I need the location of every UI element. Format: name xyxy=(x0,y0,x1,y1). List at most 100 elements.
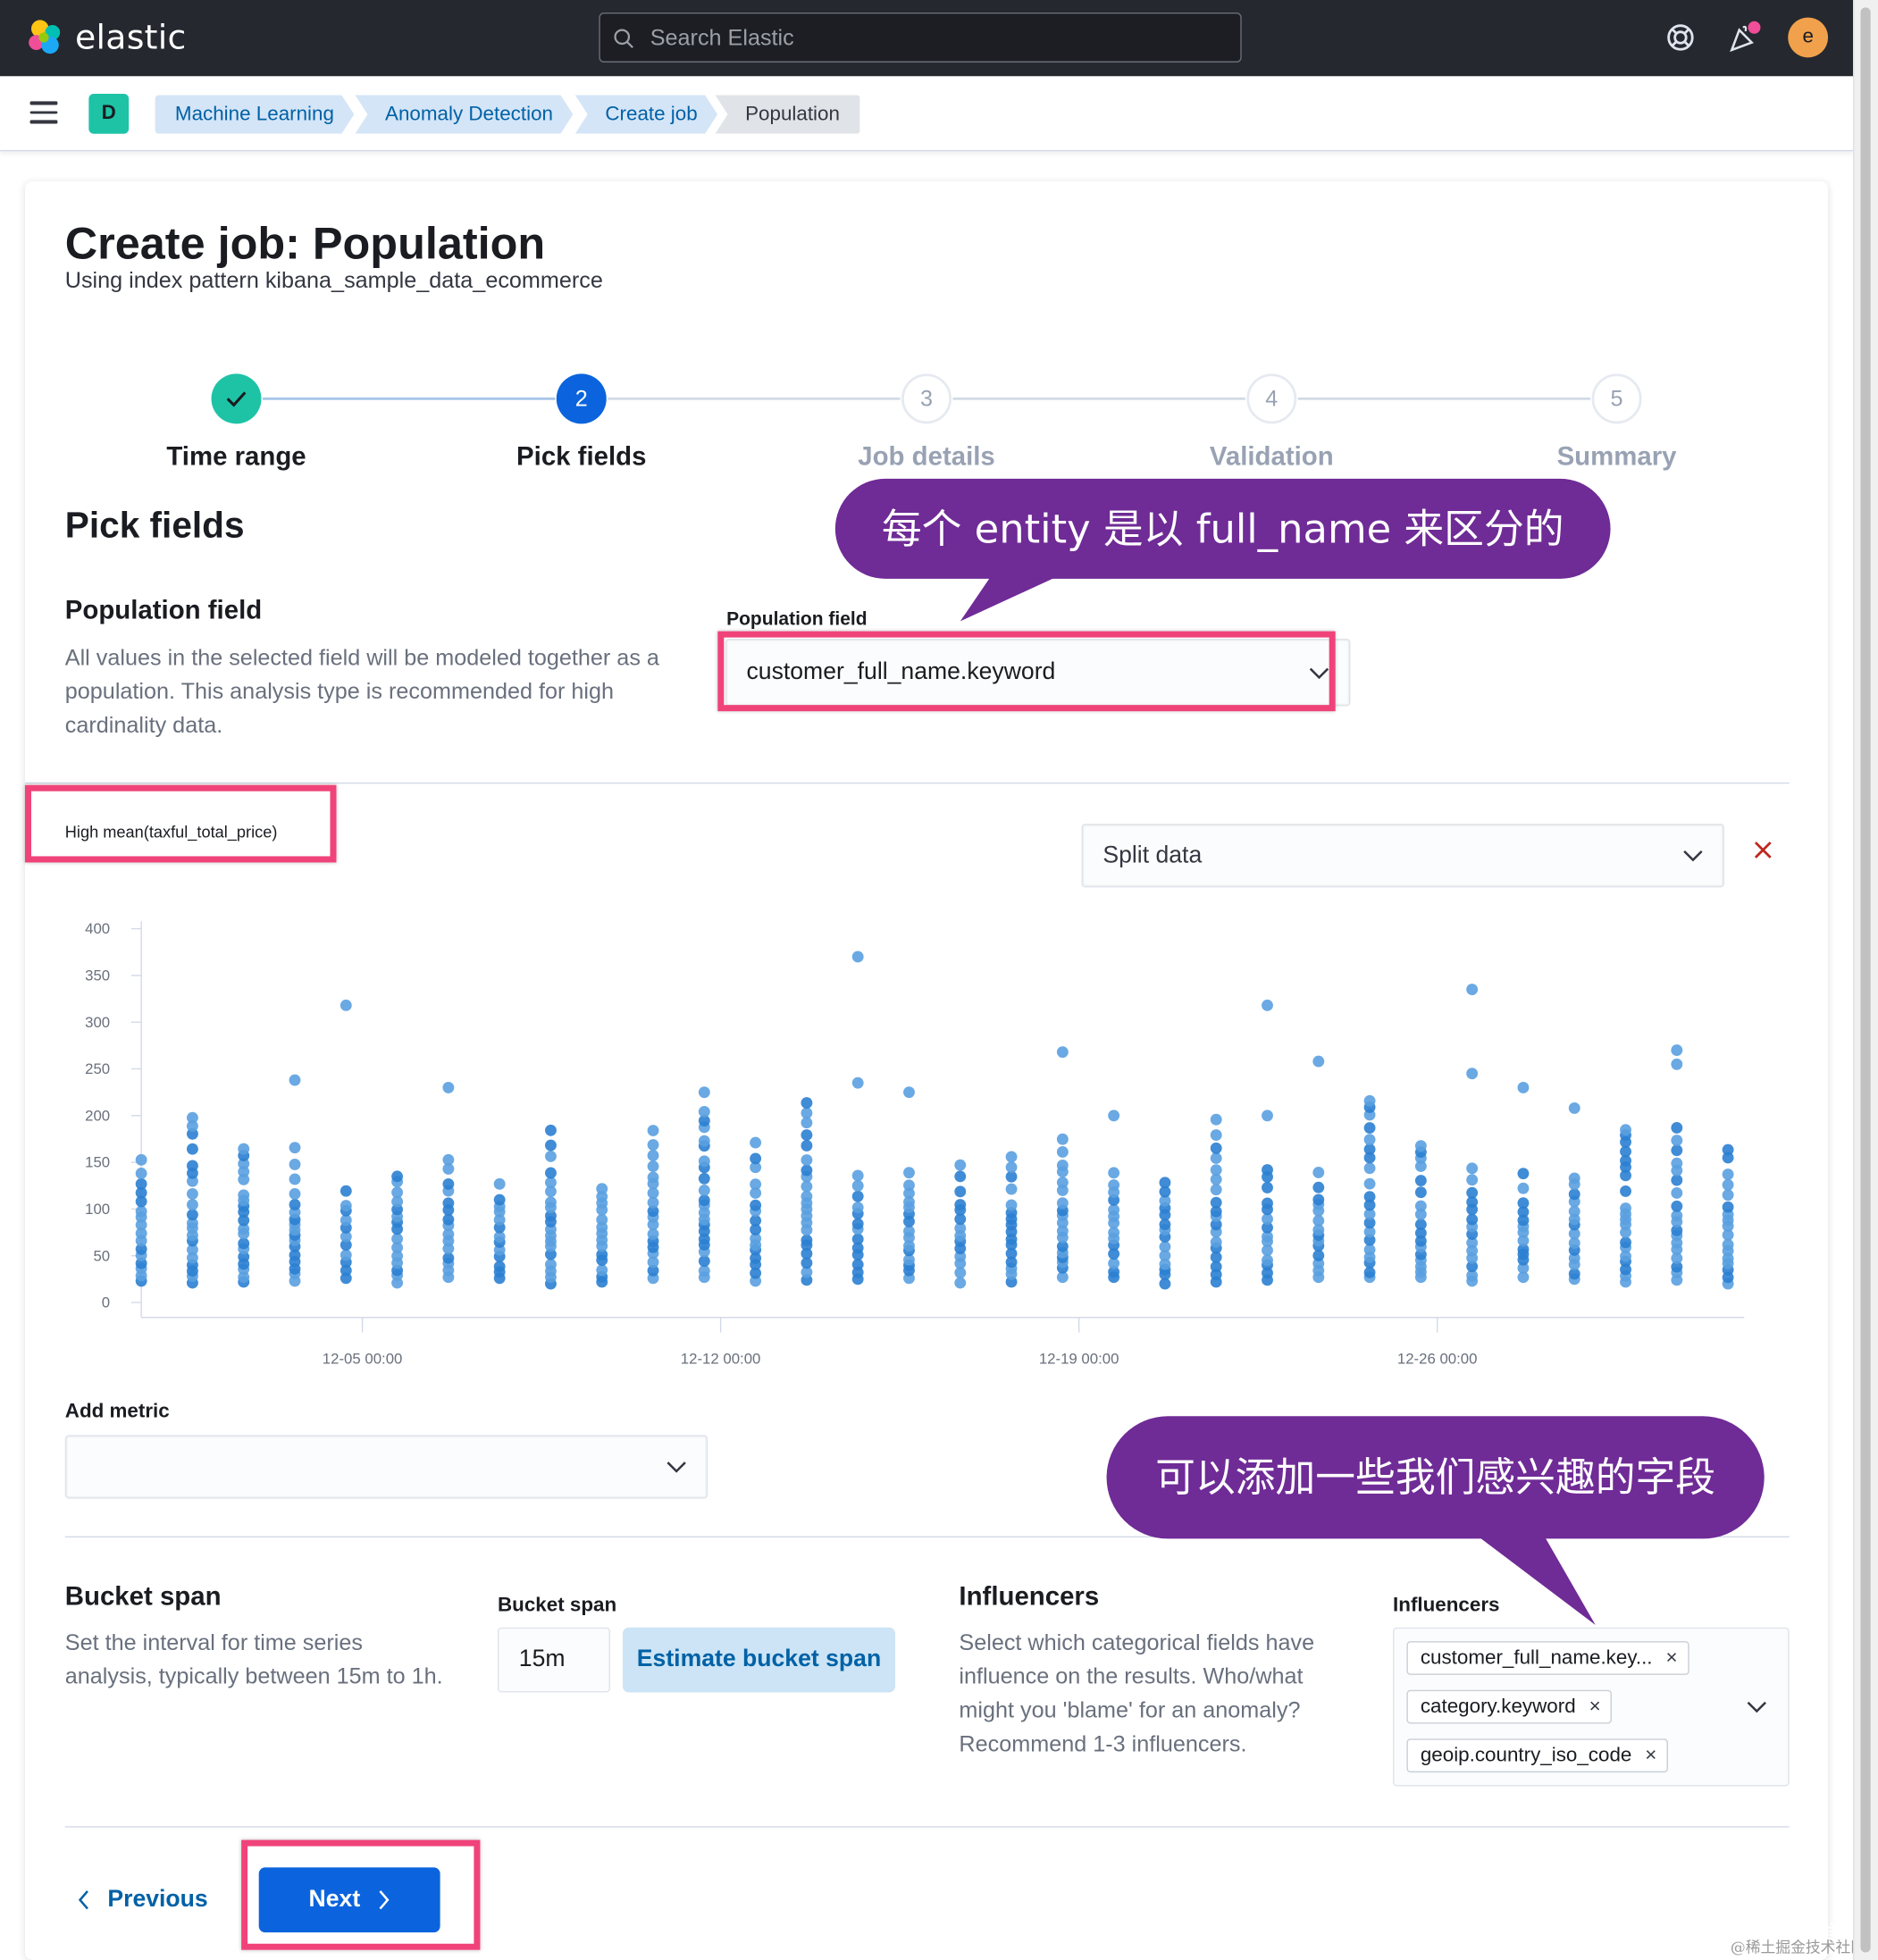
data-point xyxy=(340,1249,352,1261)
step-connector xyxy=(262,397,556,400)
data-points xyxy=(135,951,1734,1290)
data-point xyxy=(135,1186,147,1199)
data-point xyxy=(238,1214,250,1227)
data-point xyxy=(1005,1161,1018,1174)
data-point xyxy=(186,1175,198,1187)
data-point xyxy=(750,1152,762,1165)
breadcrumb-anomaly-detection[interactable]: Anomaly Detection xyxy=(355,95,573,133)
help-icon[interactable] xyxy=(1663,20,1698,54)
data-point xyxy=(1568,1213,1580,1226)
data-point xyxy=(1517,1168,1530,1180)
elastic-logo[interactable]: elastic xyxy=(25,18,187,58)
data-point xyxy=(1312,1167,1325,1178)
data-point xyxy=(186,1199,198,1210)
estimate-bucket-span-button[interactable]: Estimate bucket span xyxy=(622,1627,896,1693)
breadcrumb-create-job[interactable]: Create job xyxy=(575,95,717,133)
data-point xyxy=(1414,1235,1427,1247)
data-point xyxy=(391,1170,404,1183)
previous-button[interactable]: Previous xyxy=(78,1881,208,1919)
data-point xyxy=(1312,1194,1325,1206)
step-label-summary: Summary xyxy=(1556,442,1677,472)
data-point xyxy=(1363,1208,1376,1220)
remove-chip-icon[interactable]: × xyxy=(1665,1647,1678,1669)
data-point xyxy=(801,1257,813,1269)
breadcrumb-machine-learning[interactable]: Machine Learning xyxy=(155,95,355,133)
data-point xyxy=(1466,1196,1479,1208)
remove-chip-icon[interactable]: × xyxy=(1589,1696,1601,1718)
data-point xyxy=(698,1135,710,1147)
scrollbar-thumb[interactable] xyxy=(1860,7,1871,1953)
data-point xyxy=(750,1232,762,1244)
chevron-down-icon xyxy=(667,1462,686,1473)
top-header: elastic e xyxy=(0,0,1854,77)
data-point xyxy=(1722,1201,1734,1213)
data-point xyxy=(1210,1235,1222,1248)
space-selector[interactable]: D xyxy=(88,93,130,134)
y-tick-label: 50 xyxy=(93,1247,110,1264)
user-avatar[interactable]: e xyxy=(1788,17,1829,58)
data-point xyxy=(1005,1276,1018,1288)
data-point xyxy=(750,1136,762,1149)
remove-detector-icon[interactable] xyxy=(1752,839,1774,861)
bucket-span-input[interactable] xyxy=(499,1629,609,1692)
data-point xyxy=(698,1115,710,1127)
section-divider xyxy=(64,1826,1790,1828)
data-point xyxy=(1620,1202,1631,1214)
data-point xyxy=(1363,1143,1376,1155)
data-point xyxy=(801,1129,813,1141)
data-point xyxy=(135,1227,147,1240)
chevron-down-icon[interactable] xyxy=(1747,1701,1766,1713)
influencers-description: Select which categorical fields have inf… xyxy=(959,1629,1315,1756)
data-point xyxy=(903,1195,915,1208)
influencer-chip-label: geoip.country_iso_code xyxy=(1420,1745,1632,1767)
data-point xyxy=(1108,1167,1120,1179)
data-point xyxy=(801,1234,813,1246)
remove-chip-icon[interactable]: × xyxy=(1645,1745,1657,1767)
data-point xyxy=(1671,1210,1683,1222)
search-icon xyxy=(614,29,633,48)
data-point-outlier xyxy=(851,1076,864,1089)
menu-icon[interactable] xyxy=(29,101,58,126)
data-point xyxy=(1159,1185,1171,1198)
step-1-check-icon[interactable] xyxy=(211,373,262,424)
data-point xyxy=(903,1240,915,1252)
influencer-chip-label: category.keyword xyxy=(1420,1696,1576,1718)
influencers-combobox[interactable]: customer_full_name.key... × category.key… xyxy=(1393,1627,1790,1787)
news-feed-icon[interactable] xyxy=(1727,20,1762,54)
section-title-pick-fields: Pick fields xyxy=(64,506,245,547)
data-point xyxy=(1466,1162,1479,1175)
split-data-select[interactable]: Split data xyxy=(1081,824,1724,888)
data-point xyxy=(493,1231,506,1243)
data-point xyxy=(647,1139,659,1151)
data-point-outlier xyxy=(1108,1110,1120,1122)
y-tick-label: 350 xyxy=(85,967,110,984)
chart-title: High mean(taxful_total_price) xyxy=(64,822,278,842)
population-field-select[interactable]: customer_full_name.keyword xyxy=(725,638,1351,707)
data-point xyxy=(1414,1208,1427,1220)
data-point xyxy=(1005,1199,1018,1211)
step-2-circle[interactable]: 2 xyxy=(556,373,607,424)
highlight-next-button xyxy=(241,1839,481,1950)
add-metric-select[interactable] xyxy=(64,1435,708,1499)
data-point xyxy=(289,1173,301,1185)
data-point xyxy=(1363,1244,1376,1256)
data-point xyxy=(1210,1184,1222,1196)
data-point xyxy=(289,1249,301,1261)
data-point xyxy=(1568,1252,1580,1264)
x-tick-label: 12-19 00:00 xyxy=(1039,1351,1119,1368)
search-input[interactable] xyxy=(650,13,1226,62)
data-point xyxy=(647,1256,659,1269)
data-point xyxy=(1466,1174,1479,1186)
data-point xyxy=(1466,1269,1479,1282)
data-point xyxy=(1159,1219,1171,1231)
data-point xyxy=(647,1205,659,1218)
callout-2-pointer xyxy=(1463,1525,1596,1625)
data-point xyxy=(1159,1194,1171,1207)
data-point xyxy=(851,1169,864,1182)
data-point xyxy=(1671,1200,1683,1212)
next-button[interactable]: Next xyxy=(258,1867,440,1933)
bucket-span-field[interactable] xyxy=(498,1627,610,1693)
data-point-outlier xyxy=(851,951,864,963)
global-search[interactable] xyxy=(599,12,1242,63)
step-label-time-range[interactable]: Time range xyxy=(166,442,306,472)
